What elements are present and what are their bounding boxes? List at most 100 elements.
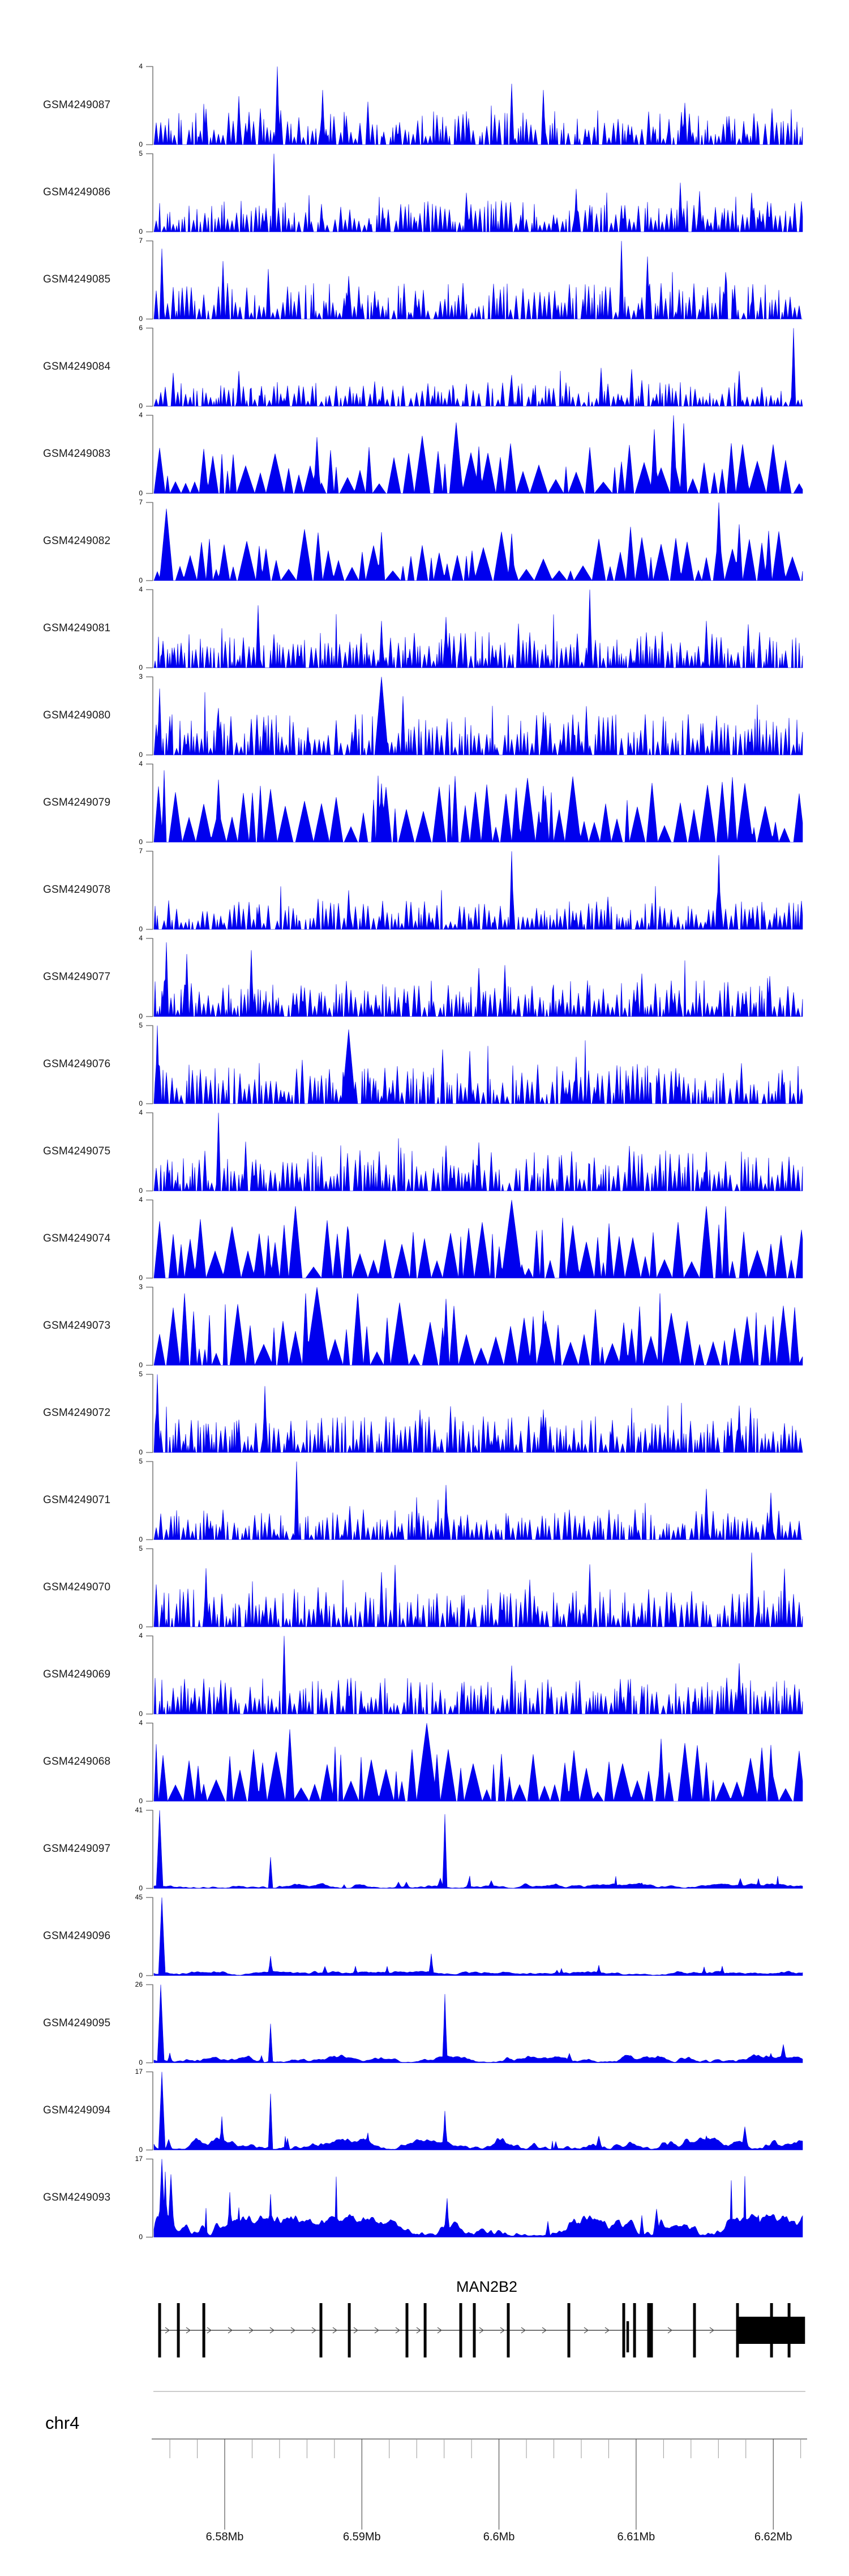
track-label: GSM4249085 xyxy=(43,273,111,285)
track-row: GSM4249072 5 0 xyxy=(0,1368,849,1458)
ruler-tick-label: 6.59Mb xyxy=(342,2531,381,2543)
track-row: GSM4249076 5 0 xyxy=(0,1020,849,1109)
signal-area xyxy=(153,1810,803,1889)
track-row: GSM4249077 4 0 xyxy=(0,932,849,1022)
y-axis-max-label: 4 xyxy=(139,1632,143,1640)
y-axis-max-label: 4 xyxy=(139,1196,143,1204)
y-axis-zero-label: 0 xyxy=(139,1971,143,1979)
track-label: GSM4249070 xyxy=(43,1581,111,1593)
exon-bar xyxy=(319,2303,323,2357)
y-axis-zero-label: 0 xyxy=(139,489,143,497)
signal-area xyxy=(153,1636,803,1715)
track-plot xyxy=(146,1373,803,1453)
track-plot xyxy=(146,676,803,756)
track-row: GSM4249078 7 0 xyxy=(0,845,849,935)
signal-area xyxy=(153,2159,803,2237)
track-plot xyxy=(146,1199,803,1279)
y-axis-max-label: 5 xyxy=(139,1457,143,1465)
signal-area xyxy=(153,241,803,320)
track-label: GSM4249087 xyxy=(43,99,111,111)
signal-area xyxy=(153,1374,803,1453)
strand-arrow-icon xyxy=(228,2327,233,2334)
y-axis-max-label: 5 xyxy=(139,1021,143,1029)
track-row: GSM4249083 4 0 xyxy=(0,409,849,499)
y-axis-max-label: 4 xyxy=(139,585,143,593)
track-label: GSM4249084 xyxy=(43,361,111,373)
strand-arrow-icon xyxy=(667,2327,673,2334)
y-axis-max-label: 26 xyxy=(135,1980,143,1988)
track-label: GSM4249096 xyxy=(43,1930,111,1942)
track-row: GSM4249097 41 0 xyxy=(0,1804,849,1894)
strand-arrow-icon xyxy=(479,2327,484,2334)
track-plot xyxy=(146,1548,803,1628)
signal-area xyxy=(153,328,803,407)
exon-bar xyxy=(693,2303,696,2357)
track-plot xyxy=(146,1112,803,1192)
y-axis-zero-label: 0 xyxy=(139,1361,143,1369)
strand-arrow-icon xyxy=(604,2327,610,2334)
strand-arrow-icon xyxy=(521,2327,526,2334)
track-label: GSM4249082 xyxy=(43,535,111,547)
strand-arrow-icon xyxy=(542,2327,547,2334)
y-axis-zero-label: 0 xyxy=(139,838,143,846)
strand-arrow-icon xyxy=(186,2327,191,2334)
track-label: GSM4249078 xyxy=(43,884,111,896)
track-plot xyxy=(146,66,803,146)
signal-area xyxy=(153,415,803,494)
y-axis-zero-label: 0 xyxy=(139,1274,143,1282)
strand-arrow-icon xyxy=(332,2327,338,2334)
y-axis-max-label: 7 xyxy=(139,498,143,506)
track-plot xyxy=(146,153,803,233)
y-axis-max-label: 7 xyxy=(139,237,143,245)
gene-model xyxy=(158,2303,805,2357)
utr-box xyxy=(736,2317,805,2344)
track-row: GSM4249080 3 0 xyxy=(0,671,849,760)
track-plot xyxy=(146,1897,803,1976)
exon-bar xyxy=(647,2303,650,2357)
track-plot xyxy=(146,240,803,320)
track-row: GSM4249075 4 0 xyxy=(0,1107,849,1196)
strand-arrow-icon xyxy=(374,2327,380,2334)
signal-area xyxy=(153,589,803,668)
track-plot xyxy=(146,1635,803,1715)
y-axis-max-label: 4 xyxy=(139,62,143,70)
signal-area xyxy=(153,2072,803,2150)
exon-bar-short xyxy=(626,2321,629,2352)
ruler-tick-label: 6.62Mb xyxy=(754,2531,792,2543)
exon-bar xyxy=(405,2303,409,2357)
track-label: GSM4249069 xyxy=(43,1668,111,1680)
strand-arrow-icon xyxy=(269,2327,275,2334)
signal-area xyxy=(153,770,803,843)
strand-arrow-icon xyxy=(207,2327,212,2334)
track-row: GSM4249086 5 0 xyxy=(0,148,849,237)
track-plot xyxy=(146,327,803,407)
track-label: GSM4249068 xyxy=(43,1756,111,1768)
track-label: GSM4249083 xyxy=(43,448,111,460)
y-axis-zero-label: 0 xyxy=(139,1797,143,1805)
y-axis-zero-label: 0 xyxy=(139,2146,143,2154)
track-plot xyxy=(146,1286,803,1366)
signal-area xyxy=(153,1461,803,1540)
track-label: GSM4249094 xyxy=(43,2104,111,2116)
track-label: GSM4249076 xyxy=(43,1058,111,1070)
strand-arrow-icon xyxy=(500,2327,505,2334)
chromosome-label: chr4 xyxy=(45,2413,80,2433)
track-label: GSM4249077 xyxy=(43,971,111,983)
track-label: GSM4249093 xyxy=(43,2192,111,2203)
y-axis-max-label: 3 xyxy=(139,1283,143,1291)
y-axis-zero-label: 0 xyxy=(139,2059,143,2066)
y-axis-max-label: 5 xyxy=(139,1544,143,1552)
track-label: GSM4249081 xyxy=(43,622,111,634)
signal-area xyxy=(153,851,803,930)
track-row: GSM4249069 4 0 xyxy=(0,1630,849,1719)
exon-bar xyxy=(158,2303,161,2357)
track-plot xyxy=(146,502,803,581)
track-plot xyxy=(146,1722,803,1802)
strand-arrow-icon xyxy=(165,2327,170,2334)
track-label: GSM4249079 xyxy=(43,797,111,808)
y-axis-max-label: 5 xyxy=(139,149,143,157)
track-row: GSM4249073 3 0 xyxy=(0,1281,849,1371)
signal-area xyxy=(153,677,803,755)
signal-area xyxy=(153,1287,803,1366)
